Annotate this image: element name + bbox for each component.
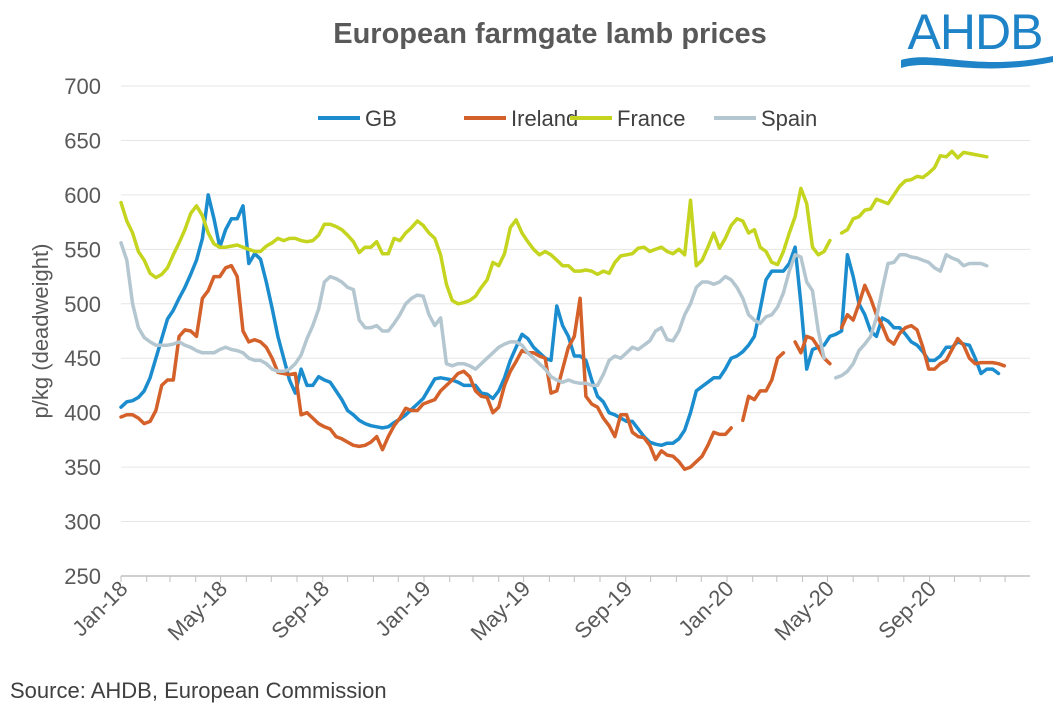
- series-line-ireland: [119, 263, 1007, 472]
- x-tick-label-May-20: May-20: [769, 576, 839, 646]
- series-line-france: [119, 149, 989, 306]
- y-tick-label-300: 300: [64, 510, 101, 535]
- chart-title: European farmgate lamb prices: [333, 18, 767, 50]
- source-note: Source: AHDB, European Commission: [10, 678, 387, 703]
- y-tick-label-450: 450: [64, 346, 101, 371]
- series-lines: [119, 149, 1007, 472]
- y-tick-label-600: 600: [64, 183, 101, 208]
- x-tick-label-May-19: May-19: [466, 576, 536, 646]
- x-tick-label-Sep-19: Sep-19: [569, 576, 637, 644]
- x-tick-label-Sep-18: Sep-18: [266, 576, 334, 644]
- ahdb-logo: AHDB: [901, 4, 1053, 69]
- series-line-gb: [119, 193, 1001, 448]
- x-tick-label-May-18: May-18: [163, 576, 233, 646]
- x-tick-label-Jan-20: Jan-20: [673, 576, 738, 641]
- gridlines: [121, 85, 1030, 523]
- legend-label-france: France: [617, 106, 685, 131]
- ahdb-logo-wave: [901, 56, 1053, 69]
- y-tick-label-650: 650: [64, 128, 101, 153]
- x-tick-label-Sep-20: Sep-20: [873, 576, 941, 644]
- legend-label-gb: GB: [365, 106, 397, 131]
- ahdb-logo-text: AHDB: [908, 4, 1043, 60]
- y-tick-label-350: 350: [64, 455, 101, 480]
- y-tick-label-250: 250: [64, 564, 101, 589]
- legend-label-ireland: Ireland: [511, 106, 578, 131]
- legend: GB Ireland France Spain: [318, 106, 817, 131]
- legend-label-spain: Spain: [761, 106, 817, 131]
- y-tick-label-500: 500: [64, 292, 101, 317]
- y-tick-label-550: 550: [64, 237, 101, 262]
- y-tick-label-400: 400: [64, 401, 101, 426]
- y-tick-label-700: 700: [64, 74, 101, 99]
- series-line-spain: [119, 241, 989, 388]
- y-axis-title: p/kg (deadweight): [28, 244, 53, 419]
- x-tick-label-Jan-19: Jan-19: [370, 576, 435, 641]
